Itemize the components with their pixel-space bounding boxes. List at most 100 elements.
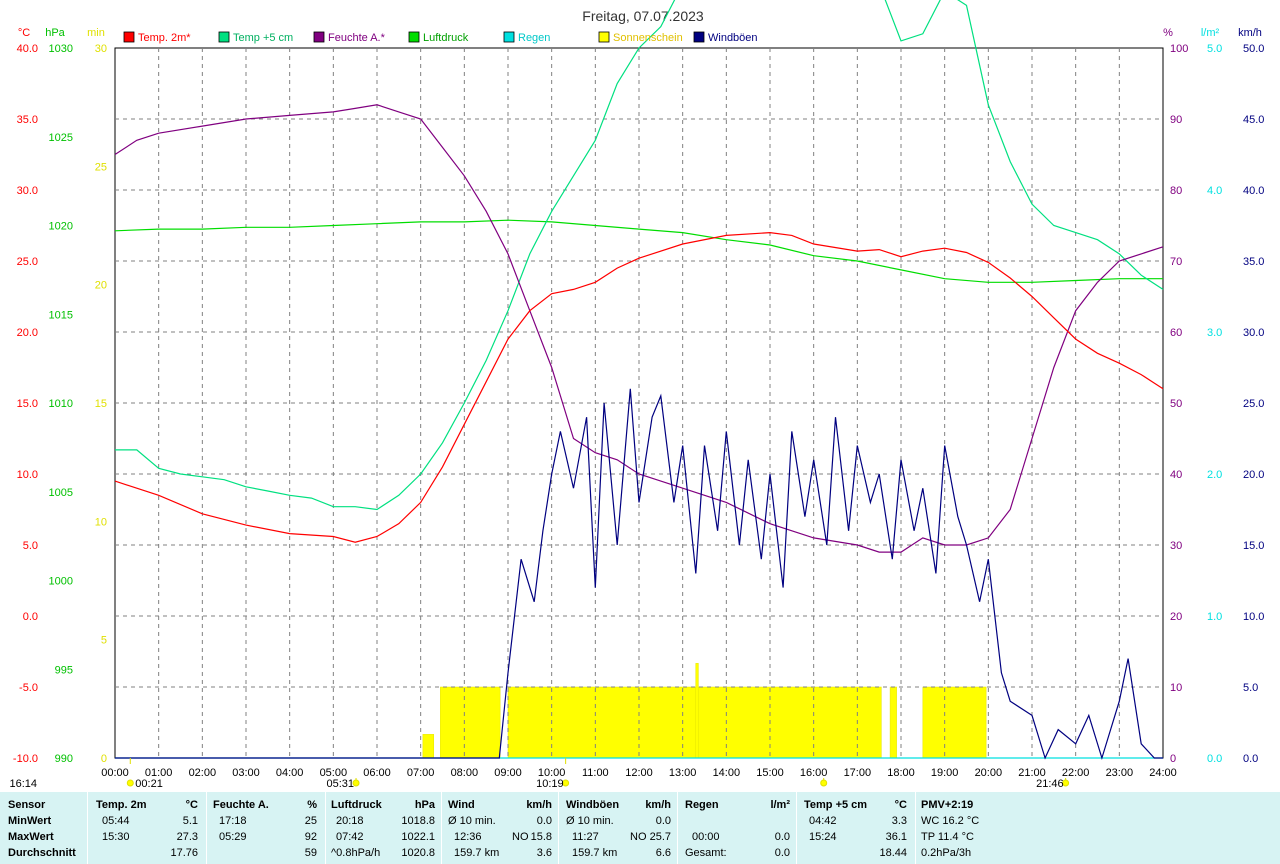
wind_kmh-unit: km/h: [1238, 27, 1262, 39]
pressure-header: Luftdruck: [331, 799, 382, 811]
legend-swatch-3: [408, 31, 420, 43]
pressure_hpa-tick-4: 1010: [49, 398, 73, 410]
chart-title: Freitag, 07.07.2023: [582, 8, 704, 24]
humidity_pct-unit: %: [1163, 27, 1173, 39]
temp_c-tick-8: 0.0: [23, 611, 38, 623]
sunshine-bar-2: [507, 686, 882, 759]
humidity_pct-tick-6: 40: [1170, 469, 1182, 481]
legend-swatch-0: [123, 31, 135, 43]
humidity_pct-tick-10: 0: [1170, 753, 1176, 765]
temp_c-tick-9: -5.0: [19, 682, 38, 694]
temp5-column: Temp +5 cm °C 04:42 3.3 15:24 36.1 18.44: [796, 792, 915, 864]
temp2m-max-value: 27.3: [176, 831, 198, 843]
humidity-unit: %: [307, 799, 317, 811]
x-tick-8: 08:00: [451, 767, 479, 779]
humidity_pct-tick-8: 20: [1170, 611, 1182, 623]
pressure_hpa-tick-5: 1005: [49, 487, 73, 499]
x-tick-24: 24:00: [1149, 767, 1177, 779]
pressure-unit: hPa: [414, 799, 435, 811]
temp_c-tick-1: 35.0: [17, 114, 38, 126]
gusts-avg10-label: Ø 10 min.: [566, 815, 614, 827]
weather-chart: Freitag, 07.07.2023 40.0 35.0 30.0 25.0 20.0…: [9, 0, 1265, 790]
wind-avg-value: 3.6: [536, 847, 552, 859]
x-tick-19: 19:00: [931, 767, 959, 779]
x-tick-12: 12:00: [625, 767, 653, 779]
x-axis: 00:00 01:00 02:00 03:00 04:00 05:00 06:00 07:00…: [9, 758, 1177, 790]
wind_kmh-tick-9: 5.0: [1243, 682, 1258, 694]
rain-column: Regen l/m² 00:00 0.0 Gesamt: 0.0: [677, 792, 796, 864]
x-marker-label-3: 10:19: [536, 778, 564, 790]
pressure-max-value: 1022.1: [401, 831, 435, 843]
rain_lm2-tick-3: 2.0: [1207, 469, 1222, 481]
x-marker-dot-1: [126, 779, 134, 787]
gusts-unit: km/h: [645, 799, 671, 811]
temp_c-tick-5: 15.0: [17, 398, 38, 410]
temp5-max-value: 36.1: [885, 831, 907, 843]
wind-header: Wind: [448, 799, 475, 811]
temp_c-unit: °C: [18, 27, 30, 39]
pressure_hpa-tick-3: 1015: [49, 309, 73, 321]
gusts-header: Windböen: [566, 799, 620, 811]
x-marker-dot-2: [352, 779, 360, 787]
temp2m-avg-value: 17.76: [170, 847, 198, 859]
wind-max-direction: NO: [512, 831, 529, 843]
gusts-max-time: 11:27: [572, 831, 599, 843]
sunshine_min-tick-0: 30: [95, 43, 107, 55]
x-tick-5: 05:00: [320, 767, 348, 779]
series-lines: [114, 0, 1164, 761]
x-tick-23: 23:00: [1106, 767, 1134, 779]
legend-swatch-1: [218, 31, 230, 43]
x-tick-1: 01:00: [145, 767, 173, 779]
legend-label-6: Windböen: [708, 32, 758, 44]
legend: Temp. 2m* Temp +5 cm Feuchte A.* Luftdruck R…: [123, 31, 758, 44]
temp5-header: Temp +5 cm: [804, 799, 868, 811]
temp5-unit: °C: [894, 799, 907, 811]
humidity_pct-tick-2: 80: [1170, 185, 1182, 197]
humidity_pct-tick-4: 60: [1170, 327, 1182, 339]
rain-total-label: Gesamt:: [685, 847, 727, 859]
wind-max-time: 12:36: [454, 831, 482, 843]
x-marker-label-1: 00:21: [135, 778, 163, 790]
pmv-dewpoint: TP 11.4 °C: [921, 831, 974, 843]
sunshine-bar-5: [695, 663, 699, 759]
statistics-panel: Sensor MinWert MaxWert Durchschnitt Temp…: [0, 792, 1280, 864]
legend-swatch-2: [313, 31, 325, 43]
sunshine-bar-3: [889, 686, 897, 759]
humidity_pct-tick-7: 30: [1170, 540, 1182, 552]
row-label-min: MinWert: [8, 815, 52, 827]
x-tick-16: 16:00: [800, 767, 828, 779]
x-marker-label-2: 05:31: [327, 778, 355, 790]
pressure-min-time: 20:18: [336, 815, 364, 827]
x-marker-label-4: 21:46: [1036, 778, 1064, 790]
humidity_pct-tick-3: 70: [1170, 256, 1182, 268]
rain-total-value: 0.0: [774, 847, 790, 859]
x-tick-2: 02:00: [189, 767, 217, 779]
wind-avg10-value: 0.0: [536, 815, 552, 827]
x-tick-22: 22:00: [1062, 767, 1090, 779]
humidity-max-value: 92: [304, 831, 317, 843]
wind_kmh-tick-2: 40.0: [1243, 185, 1264, 197]
sunshine-bar-4: [922, 686, 987, 759]
legend-label-0: Temp. 2m*: [138, 32, 191, 44]
x-tick-21: 21:00: [1018, 767, 1046, 779]
humidity-min-value: 25: [304, 815, 317, 827]
series-line-luftdruck: [114, 219, 1163, 283]
temp2m-unit: °C: [185, 799, 198, 811]
wind_kmh-tick-10: 0.0: [1243, 753, 1258, 765]
temp_c-tick-10: -10.0: [13, 753, 38, 765]
pressure-column: Luftdruck hPa 20:18 1018.8 07:42 1022.1 …: [325, 792, 441, 864]
wind-unit: km/h: [526, 799, 552, 811]
temp_c-tick-6: 10.0: [17, 469, 38, 481]
x-marker-label-0: 16:14: [9, 778, 37, 790]
temp_c-tick-0: 40.0: [17, 43, 38, 55]
temp_c-tick-3: 25.0: [17, 256, 38, 268]
humidity-min-time: 17:18: [219, 815, 247, 827]
sunshine-bars: [422, 663, 987, 759]
x-tick-3: 03:00: [232, 767, 260, 779]
y-axes: 40.0 35.0 30.0 25.0 20.0 15.0 10.0 5.0 0.0 -5.0 -1…: [13, 27, 1265, 765]
pmv-pressure-trend: 0.2hPa/3h: [921, 847, 972, 859]
humidity_pct-tick-1: 90: [1170, 114, 1182, 126]
x-marker-dot-0: [820, 779, 828, 787]
rain_lm2-unit: l/m²: [1201, 27, 1220, 39]
series-line-temp-5-cm: [115, 0, 1164, 511]
